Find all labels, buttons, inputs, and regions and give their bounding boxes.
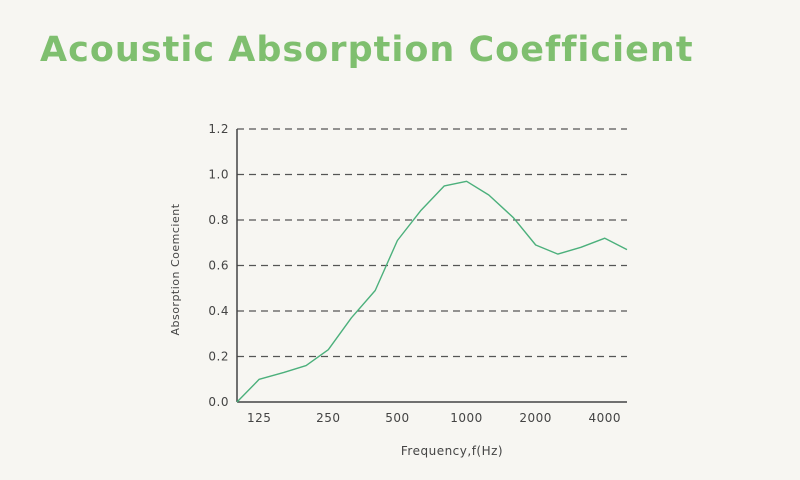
x-tick-label: 2000 — [519, 411, 552, 425]
y-tick-label: 0.2 — [208, 350, 229, 364]
y-tick-label: 1.0 — [208, 168, 229, 182]
y-axis-label: Absorption Coemcient — [169, 203, 182, 335]
x-tick-label: 250 — [316, 411, 340, 425]
y-tick-label: 0.0 — [208, 395, 229, 409]
series-line — [236, 180, 628, 403]
y-tick-label: 0.4 — [208, 304, 229, 318]
y-tick-label: 0.8 — [208, 213, 229, 227]
y-tick-label: 0.6 — [208, 259, 229, 273]
y-tick-labels: 0.0 0.2 0.4 0.6 0.8 1.0 1.2 — [208, 122, 229, 409]
chart-title: Acoustic Absorption Coefficient — [40, 30, 694, 70]
x-tick-label: 4000 — [588, 411, 621, 425]
x-axis-label: Frequency,f(Hz) — [401, 444, 503, 458]
x-tick-label: 500 — [385, 411, 409, 425]
x-tick-labels: 125 250 500 1000 2000 4000 — [247, 411, 621, 425]
y-tick-label: 1.2 — [208, 122, 229, 136]
grid-lines — [237, 128, 627, 358]
series — [236, 180, 628, 403]
x-tick-label: 125 — [247, 411, 271, 425]
axes — [236, 129, 627, 403]
x-tick-label: 1000 — [450, 411, 483, 425]
